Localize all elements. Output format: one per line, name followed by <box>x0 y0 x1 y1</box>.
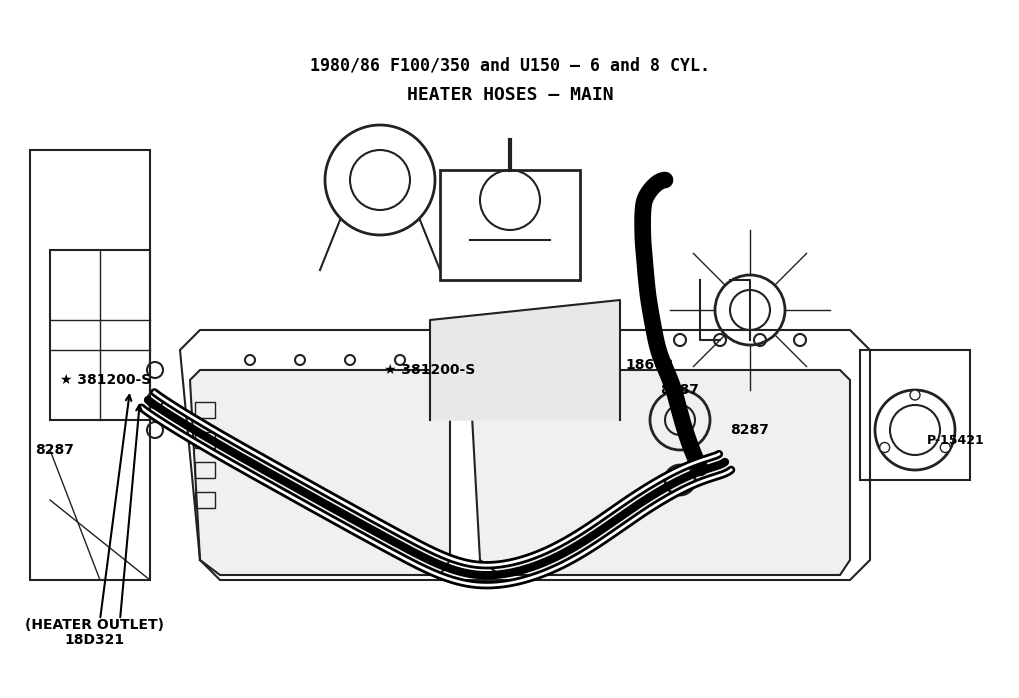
Text: 18663: 18663 <box>626 358 674 372</box>
Text: 8287: 8287 <box>36 443 74 457</box>
Text: 18D321: 18D321 <box>65 633 125 647</box>
Text: 1980/86 F100/350 and U150 – 6 and 8 CYL.: 1980/86 F100/350 and U150 – 6 and 8 CYL. <box>310 56 709 74</box>
Circle shape <box>245 355 255 365</box>
Text: ★ 381200-S: ★ 381200-S <box>60 373 151 387</box>
Text: (HEATER OUTLET): (HEATER OUTLET) <box>25 618 164 632</box>
Circle shape <box>294 355 305 365</box>
Bar <box>195 492 215 508</box>
Circle shape <box>940 443 950 452</box>
Text: HEATER HOSES – MAIN: HEATER HOSES – MAIN <box>407 86 612 104</box>
Circle shape <box>394 355 405 365</box>
Circle shape <box>878 443 889 452</box>
Text: 8287: 8287 <box>660 383 699 397</box>
Text: P-15421: P-15421 <box>926 433 984 447</box>
Polygon shape <box>470 370 849 575</box>
Text: 8287: 8287 <box>730 423 768 437</box>
Bar <box>195 432 215 448</box>
Bar <box>195 462 215 478</box>
Polygon shape <box>190 370 449 575</box>
Circle shape <box>909 390 919 400</box>
Polygon shape <box>430 300 620 420</box>
Text: ★ 381200-S: ★ 381200-S <box>384 363 475 377</box>
Bar <box>195 402 215 418</box>
Circle shape <box>344 355 355 365</box>
